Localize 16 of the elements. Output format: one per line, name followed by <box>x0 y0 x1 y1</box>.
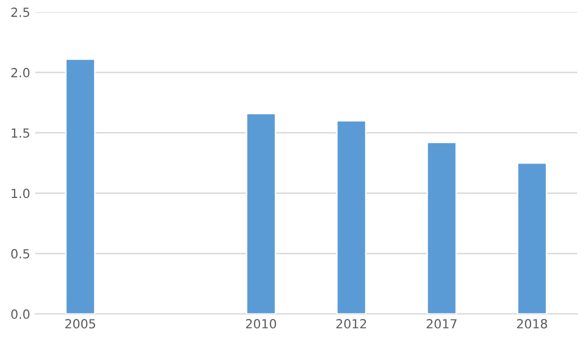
bar <box>516 162 548 314</box>
bar <box>426 142 457 314</box>
x-tick-label: 2018 <box>517 319 548 328</box>
bar <box>246 112 276 314</box>
y-tick-label: 1.5 <box>12 128 30 138</box>
y-tick-label: 1.0 <box>12 188 30 198</box>
x-tick-label: 2005 <box>65 319 96 328</box>
bar <box>65 58 96 314</box>
y-tick-label: 0.0 <box>11 309 30 319</box>
bar <box>336 120 367 314</box>
x-tick-label: 2017 <box>426 319 457 328</box>
y-tick-label: 2.5 <box>11 8 30 17</box>
y-tick-label: 2.0 <box>11 68 30 78</box>
y-tick-label: 0.5 <box>11 249 30 258</box>
x-tick-label: 2010 <box>246 319 276 328</box>
x-tick-label: 2012 <box>336 319 366 328</box>
